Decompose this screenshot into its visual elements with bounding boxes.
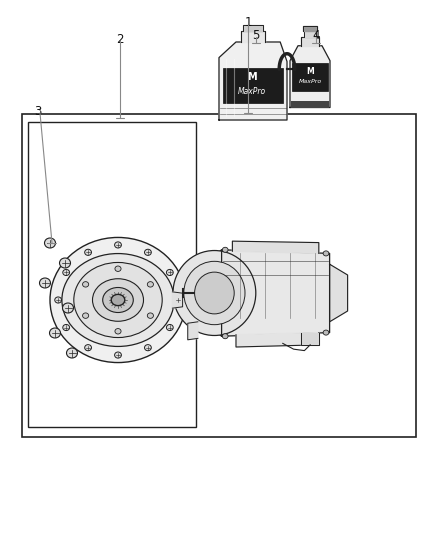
Ellipse shape [67,348,78,358]
Ellipse shape [115,328,121,334]
Text: M: M [306,67,314,76]
Ellipse shape [111,294,125,305]
Text: 1: 1 [244,16,252,29]
Ellipse shape [92,279,144,321]
Polygon shape [244,25,262,31]
Text: MaxPro: MaxPro [298,79,321,84]
Polygon shape [222,250,330,336]
Ellipse shape [60,258,71,268]
Ellipse shape [82,313,88,318]
Ellipse shape [63,269,70,276]
Ellipse shape [145,249,151,255]
Ellipse shape [63,325,70,330]
Ellipse shape [323,330,329,335]
Polygon shape [304,31,316,37]
Ellipse shape [49,328,60,338]
Ellipse shape [115,266,121,271]
Polygon shape [188,322,198,340]
Ellipse shape [85,249,92,255]
Ellipse shape [102,287,133,312]
Ellipse shape [115,352,121,358]
Bar [22,114,416,437]
Ellipse shape [82,281,88,287]
Ellipse shape [145,345,151,351]
Polygon shape [301,333,319,345]
Ellipse shape [147,313,153,318]
Polygon shape [193,250,222,336]
Ellipse shape [166,269,173,276]
Ellipse shape [147,281,153,287]
Text: 2: 2 [116,33,124,46]
Ellipse shape [50,237,186,362]
Polygon shape [233,241,319,253]
Ellipse shape [173,251,256,335]
Polygon shape [330,264,348,322]
Text: M: M [247,72,257,82]
Ellipse shape [184,261,245,325]
Ellipse shape [85,345,92,351]
Text: MaxPro: MaxPro [237,87,266,96]
Polygon shape [236,333,319,347]
Ellipse shape [194,272,234,314]
Ellipse shape [45,238,56,248]
Ellipse shape [174,297,181,303]
Ellipse shape [166,325,173,330]
Ellipse shape [62,254,174,346]
Polygon shape [241,31,265,42]
Ellipse shape [63,303,74,313]
Ellipse shape [74,262,162,337]
Ellipse shape [39,278,50,288]
Text: 3: 3 [34,105,42,118]
Text: 4: 4 [312,29,320,42]
Bar [291,101,329,108]
Polygon shape [301,37,319,46]
Ellipse shape [223,247,228,252]
Polygon shape [219,42,287,120]
Ellipse shape [223,334,228,338]
Bar [223,68,283,103]
Bar [292,63,328,91]
Bar [28,122,196,427]
Polygon shape [173,292,183,308]
Polygon shape [290,46,330,108]
Polygon shape [303,26,317,31]
Ellipse shape [115,242,121,248]
Text: 5: 5 [252,29,260,42]
Ellipse shape [323,251,329,256]
Ellipse shape [55,297,62,303]
